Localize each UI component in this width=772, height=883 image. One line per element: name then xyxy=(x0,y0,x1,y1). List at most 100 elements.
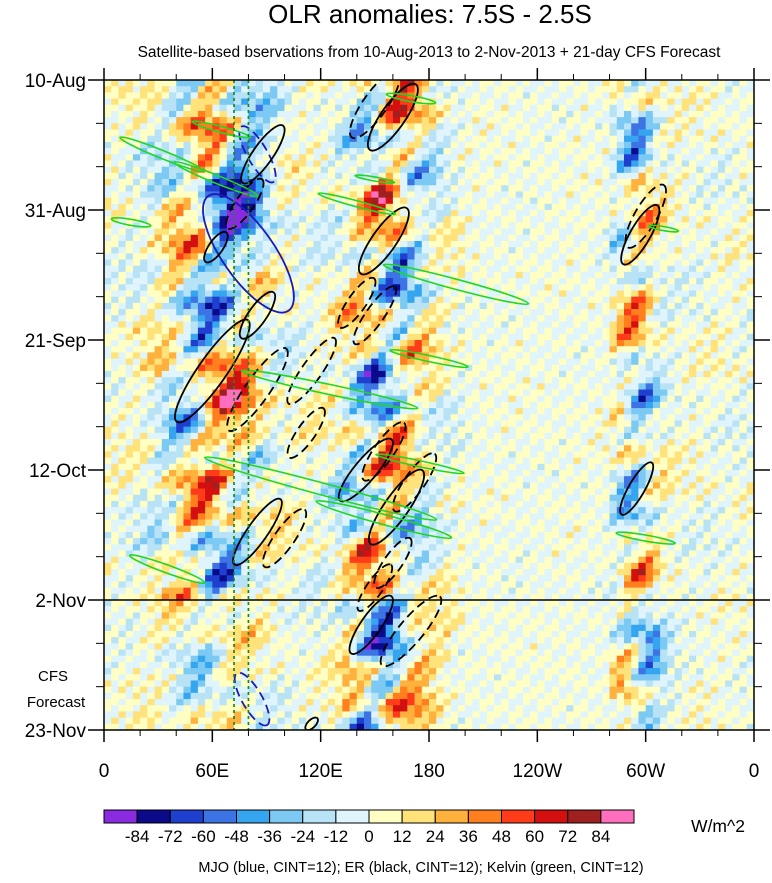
anomaly-cell xyxy=(284,296,293,304)
anomaly-cell xyxy=(450,259,459,267)
anomaly-cell xyxy=(602,389,610,397)
anomaly-cell xyxy=(378,86,387,93)
anomaly-cell xyxy=(327,377,336,384)
anomaly-cell xyxy=(696,340,704,347)
anomaly-cell xyxy=(125,234,134,242)
anomaly-cell xyxy=(262,370,271,378)
anomaly-cell xyxy=(313,346,322,353)
anomaly-cell xyxy=(342,104,350,112)
anomaly-cell xyxy=(739,80,748,87)
anomaly-cell xyxy=(313,185,322,192)
anomaly-cell xyxy=(710,86,719,93)
anomaly-cell xyxy=(349,80,358,87)
anomaly-cell xyxy=(725,148,733,155)
anomaly-cell xyxy=(378,148,387,155)
anomaly-cell xyxy=(580,191,589,199)
anomaly-cell xyxy=(313,321,322,329)
anomaly-cell xyxy=(284,185,293,192)
anomaly-cell xyxy=(602,228,610,236)
anomaly-cell xyxy=(717,228,726,236)
anomaly-cell xyxy=(645,284,654,291)
anomaly-cell xyxy=(616,358,625,366)
anomaly-cell xyxy=(660,110,668,118)
anomaly-cell xyxy=(472,401,480,409)
anomaly-cell xyxy=(609,253,618,260)
anomaly-cell xyxy=(378,389,387,397)
anomaly-cell xyxy=(573,352,582,359)
anomaly-cell xyxy=(515,135,524,143)
anomaly-cell xyxy=(327,86,336,93)
anomaly-cell xyxy=(313,154,322,161)
anomaly-cell xyxy=(443,290,452,298)
anomaly-cell xyxy=(443,117,452,124)
anomaly-cell xyxy=(739,383,748,390)
anomaly-cell xyxy=(551,414,560,421)
anomaly-cell xyxy=(183,216,192,223)
anomaly-cell xyxy=(371,321,379,329)
anomaly-cell xyxy=(450,191,459,199)
anomaly-cell xyxy=(486,271,495,279)
anomaly-cell xyxy=(234,296,242,304)
anomaly-cell xyxy=(544,296,553,304)
anomaly-cell xyxy=(689,117,697,124)
anomaly-cell xyxy=(111,364,119,372)
anomaly-cell xyxy=(667,203,675,211)
anomaly-cell xyxy=(703,110,712,118)
anomaly-cell xyxy=(306,141,314,149)
anomaly-cell xyxy=(479,166,488,174)
anomaly-cell xyxy=(356,228,365,236)
anomaly-cell xyxy=(111,284,119,291)
anomaly-cell xyxy=(746,302,754,310)
anomaly-cell xyxy=(421,92,430,99)
anomaly-cell xyxy=(197,346,206,353)
anomaly-cell xyxy=(660,358,668,366)
anomaly-cell xyxy=(602,370,610,378)
anomaly-cell xyxy=(161,86,170,93)
anomaly-cell xyxy=(573,333,582,341)
anomaly-cell xyxy=(190,321,199,329)
anomaly-cell xyxy=(587,296,596,304)
anomaly-cell xyxy=(652,247,661,254)
anomaly-cell xyxy=(638,228,647,236)
anomaly-cell xyxy=(140,179,148,186)
anomaly-cell xyxy=(436,172,444,180)
anomaly-cell xyxy=(197,129,206,137)
anomaly-cell xyxy=(450,383,459,390)
anomaly-cell xyxy=(400,123,408,130)
anomaly-cell xyxy=(364,154,372,161)
anomaly-cell xyxy=(306,222,314,229)
anomaly-cell xyxy=(530,271,538,279)
anomaly-cell xyxy=(313,222,322,229)
anomaly-cell xyxy=(537,395,545,403)
anomaly-cell xyxy=(494,197,502,205)
anomaly-cell xyxy=(667,222,675,229)
anomaly-cell xyxy=(277,222,285,229)
anomaly-cell xyxy=(580,383,589,390)
anomaly-cell xyxy=(154,333,163,341)
anomaly-cell xyxy=(508,172,517,180)
anomaly-cell xyxy=(696,364,704,372)
anomaly-cell xyxy=(219,222,228,229)
anomaly-cell xyxy=(234,98,242,106)
anomaly-cell xyxy=(725,123,733,130)
anomaly-cell xyxy=(544,234,553,242)
anomaly-cell xyxy=(335,309,343,316)
anomaly-cell xyxy=(335,110,343,118)
anomaly-cell xyxy=(255,92,264,99)
anomaly-cell xyxy=(696,86,704,93)
anomaly-cell xyxy=(689,377,697,384)
anomaly-cell xyxy=(609,216,618,223)
anomaly-cell xyxy=(154,216,163,223)
anomaly-cell xyxy=(111,296,119,304)
anomaly-cell xyxy=(234,414,242,421)
anomaly-cell xyxy=(624,203,632,211)
anomaly-cell xyxy=(674,154,683,161)
anomaly-cell xyxy=(421,327,430,335)
anomaly-cell xyxy=(746,377,754,384)
anomaly-cell xyxy=(313,247,322,254)
anomaly-cell xyxy=(717,222,726,229)
anomaly-cell xyxy=(443,333,452,341)
anomaly-cell xyxy=(631,401,639,409)
anomaly-cell xyxy=(537,265,545,273)
anomaly-cell xyxy=(125,290,134,298)
